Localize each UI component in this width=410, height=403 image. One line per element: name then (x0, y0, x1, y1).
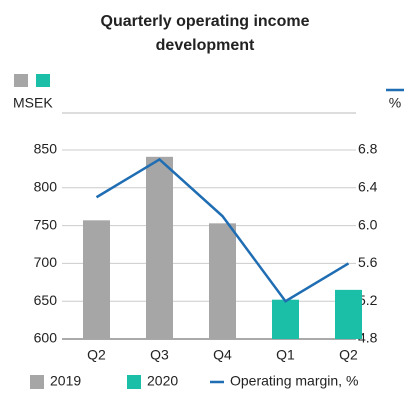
legend-label: Operating margin, % (230, 373, 358, 389)
legend-label: 2019 (50, 373, 81, 389)
bar (272, 299, 299, 339)
x-tick-label: Q3 (150, 347, 169, 363)
y-tick-label: 700 (34, 254, 58, 270)
legend-label: 2020 (147, 373, 178, 389)
y2-tick-label: 6.4 (358, 179, 378, 195)
bar (335, 289, 362, 339)
bar (83, 220, 110, 339)
y-tick-label: 850 (34, 141, 58, 157)
y2-tick-label: 6.0 (358, 216, 378, 232)
x-tick-label: Q2 (87, 347, 106, 363)
bar (146, 156, 173, 339)
y-axis-label: MSEK (13, 95, 53, 111)
y-tick-label: 800 (34, 179, 58, 195)
legend-swatch (30, 375, 44, 389)
y2-tick-label: 5.2 (358, 292, 378, 308)
chart-title: development (156, 37, 255, 54)
y2-tick-label: 5.6 (358, 254, 378, 270)
x-tick-label: Q2 (339, 347, 358, 363)
y-tick-label: 750 (34, 216, 58, 232)
legend-icon (14, 74, 28, 87)
bar (209, 223, 236, 339)
y-tick-label: 650 (34, 292, 58, 308)
y2-tick-label: 6.8 (358, 141, 378, 157)
x-tick-label: Q1 (276, 347, 295, 363)
y-tick-label: 600 (34, 330, 58, 346)
legend-icon (36, 74, 50, 87)
x-tick-label: Q4 (213, 347, 232, 363)
line (95, 157, 350, 303)
chart-title: Quarterly operating income (101, 13, 310, 30)
legend-swatch (127, 375, 141, 389)
y2-axis-label: % (389, 95, 401, 111)
y2-tick-label: 4.8 (358, 330, 378, 346)
